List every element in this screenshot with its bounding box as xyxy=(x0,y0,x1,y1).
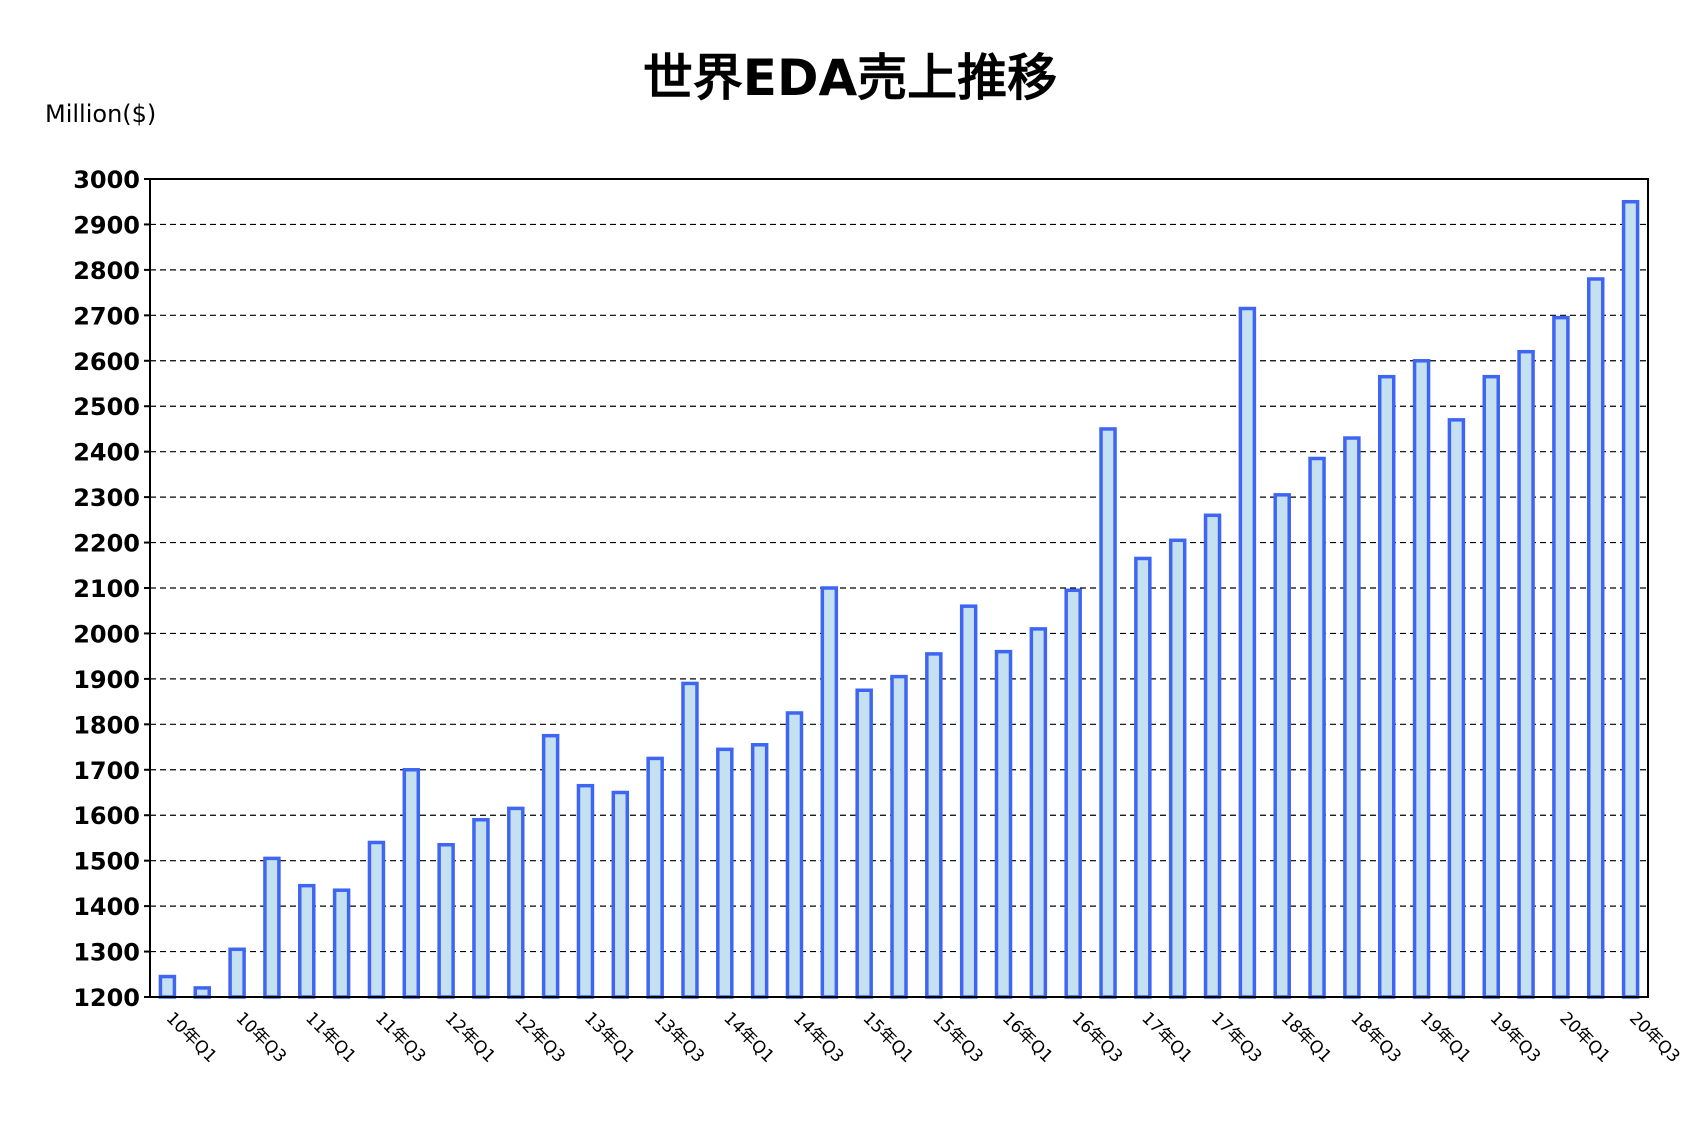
x-tick-label: 16年Q3 xyxy=(1068,1008,1127,1067)
bar-12年Q2 xyxy=(472,818,490,999)
y-axis-unit-label: Million($) xyxy=(45,100,157,128)
x-tick-label: 11年Q3 xyxy=(371,1008,430,1067)
bar-14年Q1 xyxy=(716,747,734,999)
bar-17年Q4 xyxy=(1238,306,1257,999)
y-tick-label: 2200 xyxy=(73,530,140,558)
bar-20年Q2 xyxy=(1586,277,1605,999)
y-tick-label: 2500 xyxy=(73,393,140,421)
bar-19年Q2 xyxy=(1447,418,1466,999)
bar-10年Q1 xyxy=(158,974,177,999)
y-tick-label: 2100 xyxy=(73,575,140,603)
x-tick-label: 17年Q1 xyxy=(1137,1008,1196,1067)
bar-14年Q3 xyxy=(785,711,804,999)
bar-11年Q2 xyxy=(332,888,351,999)
y-tick-label: 2300 xyxy=(73,484,140,512)
bar-16年Q1 xyxy=(994,649,1013,999)
y-tick-label: 2400 xyxy=(73,439,140,467)
x-tick-label: 18年Q1 xyxy=(1277,1008,1336,1067)
bar-16年Q4 xyxy=(1099,427,1117,999)
bar-11年Q3 xyxy=(367,840,386,999)
bar-10年Q3 xyxy=(228,947,246,999)
x-tick-label: 13年Q1 xyxy=(580,1008,639,1067)
bar-12年Q4 xyxy=(541,733,560,999)
bar-15年Q2 xyxy=(890,674,908,999)
y-tick-label: 2900 xyxy=(73,211,140,239)
bar-15年Q3 xyxy=(925,652,943,999)
x-tick-label: 15年Q3 xyxy=(928,1008,987,1067)
bar-18年Q4 xyxy=(1377,374,1396,999)
x-tick-label: 10年Q3 xyxy=(232,1008,291,1067)
y-tick-label: 2800 xyxy=(73,257,140,285)
chart-title: 世界EDA売上推移 xyxy=(642,49,1058,107)
bar-17年Q3 xyxy=(1203,513,1222,999)
y-tick-label: 3000 xyxy=(73,166,140,194)
y-tick-label: 2700 xyxy=(73,302,140,330)
y-tick-label: 1800 xyxy=(73,711,140,739)
bar-13年Q3 xyxy=(646,756,664,999)
y-tick-label: 1400 xyxy=(73,893,140,921)
bar-13年Q2 xyxy=(611,790,630,999)
bar-10年Q4 xyxy=(263,856,281,999)
x-tick-label: 20年Q1 xyxy=(1555,1008,1614,1067)
bar-16年Q3 xyxy=(1064,588,1082,999)
x-tick-label: 17年Q3 xyxy=(1207,1008,1266,1067)
x-tick-label: 14年Q3 xyxy=(789,1008,848,1067)
bar-14年Q2 xyxy=(750,743,769,999)
bar-15年Q1 xyxy=(855,688,873,999)
bar-14年Q4 xyxy=(820,586,839,999)
x-tick-label: 10年Q1 xyxy=(162,1008,221,1067)
x-tick-label: 12年Q3 xyxy=(510,1008,569,1067)
x-tick-label: 18年Q3 xyxy=(1346,1008,1405,1067)
bar-19年Q3 xyxy=(1482,374,1500,999)
bar-20年Q1 xyxy=(1552,315,1570,999)
x-tick-label: 19年Q1 xyxy=(1416,1008,1475,1067)
bars xyxy=(158,199,1640,999)
y-axis-ticks: 1200 1300 1400 1500 1600 1700 1800 1900 2000 2100… xyxy=(73,166,150,1012)
bar-17年Q1 xyxy=(1134,556,1152,999)
y-tick-label: 2000 xyxy=(73,620,140,648)
bar-18年Q2 xyxy=(1308,456,1326,999)
bar-18年Q1 xyxy=(1273,493,1291,999)
bar-13年Q1 xyxy=(576,783,595,999)
y-tick-label: 1500 xyxy=(73,848,140,876)
bar-18年Q3 xyxy=(1343,436,1361,999)
bar-19年Q4 xyxy=(1517,349,1535,999)
bar-20年Q3 xyxy=(1621,199,1640,999)
x-tick-label: 12年Q1 xyxy=(441,1008,500,1067)
bar-19年Q1 xyxy=(1412,359,1431,999)
y-tick-label: 1700 xyxy=(73,757,140,785)
bar-11年Q1 xyxy=(298,883,316,999)
x-tick-label: 13年Q3 xyxy=(650,1008,709,1067)
x-tick-label: 11年Q1 xyxy=(301,1008,360,1067)
bar-10年Q2 xyxy=(193,986,212,999)
bar-16年Q2 xyxy=(1029,627,1048,999)
y-tick-label: 2600 xyxy=(73,348,140,376)
y-tick-label: 1600 xyxy=(73,802,140,830)
bar-17年Q2 xyxy=(1168,538,1187,999)
bar-11年Q4 xyxy=(402,768,421,999)
y-tick-label: 1200 xyxy=(73,984,140,1012)
x-tick-label: 16年Q1 xyxy=(998,1008,1057,1067)
bar-13年Q4 xyxy=(681,681,699,999)
bar-12年Q1 xyxy=(437,843,455,999)
x-tick-label: 19年Q3 xyxy=(1486,1008,1545,1067)
x-tick-label: 20年Q3 xyxy=(1625,1008,1684,1067)
y-tick-label: 1900 xyxy=(73,666,140,694)
bar-12年Q3 xyxy=(507,806,525,999)
y-tick-label: 1300 xyxy=(73,939,140,967)
x-tick-label: 14年Q1 xyxy=(719,1008,778,1067)
x-axis-ticks: 10年Q1 10年Q3 11年Q1 11年Q3 12年Q1 12年Q3 13年Q1 13年Q3… xyxy=(162,1008,1684,1067)
x-tick-label: 15年Q1 xyxy=(859,1008,918,1067)
bar-15年Q4 xyxy=(959,604,978,999)
